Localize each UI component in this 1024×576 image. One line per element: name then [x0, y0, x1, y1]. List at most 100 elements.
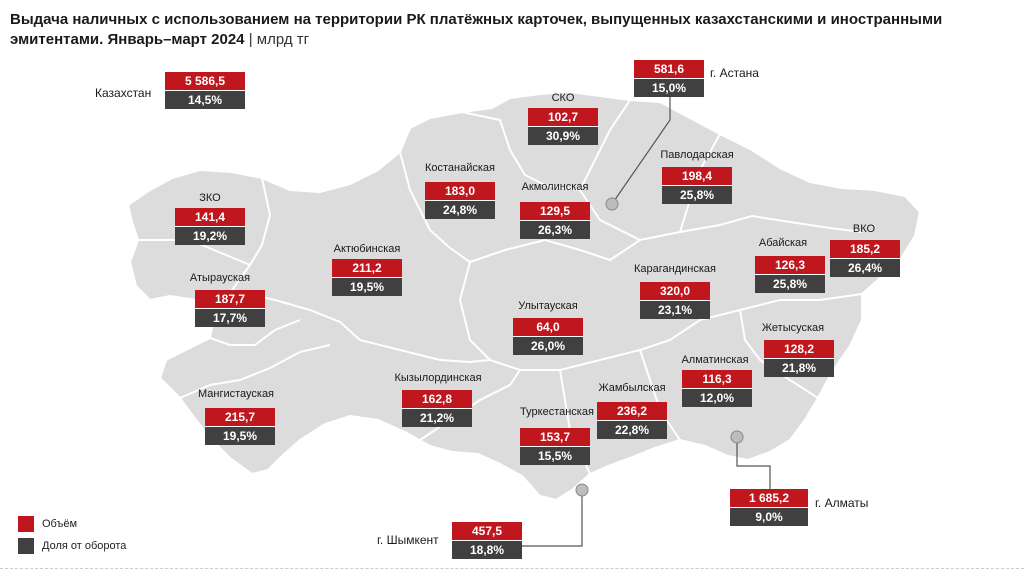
region-share-zko: 19,2%	[175, 227, 245, 245]
region-box-abay: 126,3 25,8%	[755, 256, 825, 293]
region-share-pavlodar: 25,8%	[662, 186, 732, 204]
region-share-turkestan: 15,5%	[520, 447, 590, 465]
region-box-zhambyl: 236,2 22,8%	[597, 402, 667, 439]
region-share-almaty-region: 12,0%	[682, 389, 752, 407]
bottom-divider	[0, 568, 1024, 569]
legend-swatch-volume	[18, 516, 34, 532]
region-box-sko: 102,7 30,9%	[528, 108, 598, 145]
city-box-shymkent: 457,5 18,8%	[452, 522, 522, 559]
region-box-karaganda: 320,0 23,1%	[640, 282, 710, 319]
region-label-turkestan: Туркестанская	[520, 406, 594, 418]
legend-label-share: Доля от оборота	[42, 540, 127, 552]
region-label-zko: ЗКО	[199, 192, 221, 204]
region-label-ulytau: Улытауская	[518, 300, 578, 312]
region-volume-mangystau: 215,7	[205, 408, 275, 427]
region-share-sko: 30,9%	[528, 127, 598, 145]
legend: Объём Доля от оборота	[18, 516, 126, 560]
city-volume-shymkent: 457,5	[452, 522, 522, 541]
region-box-mangystau: 215,7 19,5%	[205, 408, 275, 445]
region-box-aktobe: 211,2 19,5%	[332, 259, 402, 296]
region-volume-almaty-region: 116,3	[682, 370, 752, 389]
region-volume-kostanay: 183,0	[425, 182, 495, 201]
region-label-aktobe: Актюбинская	[333, 243, 401, 255]
region-share-zhetysu: 21,8%	[764, 359, 834, 377]
region-share-zhambyl: 22,8%	[597, 421, 667, 439]
region-box-turkestan: 153,7 15,5%	[520, 428, 590, 465]
region-label-mangystau: Мангистауская	[197, 388, 275, 400]
region-volume-aktobe: 211,2	[332, 259, 402, 278]
title-main: Выдача наличных с использованием на терр…	[10, 11, 943, 48]
region-volume-ulytau: 64,0	[513, 318, 583, 337]
region-label-karaganda: Карагандинская	[634, 263, 716, 275]
almaty-marker	[730, 430, 744, 444]
region-volume-atyrau: 187,7	[195, 290, 265, 309]
legend-label-volume: Объём	[42, 518, 78, 530]
region-volume-akmola: 129,5	[520, 202, 590, 221]
region-share-akmola: 26,3%	[520, 221, 590, 239]
legend-item-volume: Объём	[18, 516, 126, 532]
region-volume-vko: 185,2	[830, 240, 900, 259]
region-box-zhetysu: 128,2 21,8%	[764, 340, 834, 377]
region-label-zhetysu: Жетысуская	[761, 322, 825, 334]
city-share-almaty: 9,0%	[730, 508, 808, 526]
region-share-karaganda: 23,1%	[640, 301, 710, 319]
kazakhstan-value-box: 5 586,5 14,5%	[165, 72, 245, 109]
region-volume-zko: 141,4	[175, 208, 245, 227]
region-box-akmola: 129,5 26,3%	[520, 202, 590, 239]
region-box-kostanay: 183,0 24,8%	[425, 182, 495, 219]
region-volume-karaganda: 320,0	[640, 282, 710, 301]
region-box-kyzylorda: 162,8 21,2%	[402, 390, 472, 427]
region-volume-pavlodar: 198,4	[662, 167, 732, 186]
region-share-aktobe: 19,5%	[332, 278, 402, 296]
region-label-kostanay: Костанайская	[424, 162, 496, 174]
region-label-zhambyl: Жамбылская	[598, 382, 666, 394]
kazakhstan-label: Казахстан	[95, 86, 152, 100]
region-volume-turkestan: 153,7	[520, 428, 590, 447]
region-share-kyzylorda: 21,2%	[402, 409, 472, 427]
kazakhstan-volume: 5 586,5	[165, 72, 245, 91]
region-share-ulytau: 26,0%	[513, 337, 583, 355]
region-box-atyrau: 187,7 17,7%	[195, 290, 265, 327]
region-label-almaty-region: Алматинская	[681, 354, 749, 366]
city-share-shymkent: 18,8%	[452, 541, 522, 559]
title-unit: млрд тг	[256, 31, 310, 48]
city-label-shymkent: г. Шымкент	[377, 533, 439, 547]
region-volume-kyzylorda: 162,8	[402, 390, 472, 409]
city-volume-astana: 581,6	[634, 60, 704, 79]
astana-marker	[605, 197, 619, 211]
city-volume-almaty: 1 685,2	[730, 489, 808, 508]
shymkent-marker	[575, 483, 589, 497]
region-share-atyrau: 17,7%	[195, 309, 265, 327]
region-box-pavlodar: 198,4 25,8%	[662, 167, 732, 204]
region-box-zko: 141,4 19,2%	[175, 208, 245, 245]
city-label-almaty: г. Алматы	[815, 496, 869, 510]
region-share-mangystau: 19,5%	[205, 427, 275, 445]
city-markers	[488, 96, 771, 547]
city-label-astana: г. Астана	[710, 66, 759, 80]
region-label-atyrau: Атырауская	[189, 272, 251, 284]
region-label-vko: ВКО	[852, 223, 876, 235]
region-box-vko: 185,2 26,4%	[830, 240, 900, 277]
region-label-kyzylorda: Кызылординская	[394, 372, 482, 384]
region-share-abay: 25,8%	[755, 275, 825, 293]
region-label-sko: СКО	[551, 92, 575, 104]
region-volume-sko: 102,7	[528, 108, 598, 127]
city-share-astana: 15,0%	[634, 79, 704, 97]
region-share-vko: 26,4%	[830, 259, 900, 277]
region-volume-abay: 126,3	[755, 256, 825, 275]
city-box-astana: 581,6 15,0%	[634, 60, 704, 97]
region-volume-zhambyl: 236,2	[597, 402, 667, 421]
title-separator: |	[248, 31, 253, 48]
region-box-almaty-region: 116,3 12,0%	[682, 370, 752, 407]
region-volume-zhetysu: 128,2	[764, 340, 834, 359]
kazakhstan-share: 14,5%	[165, 91, 245, 109]
chart-title: Выдача наличных с использованием на терр…	[10, 10, 970, 50]
region-label-pavlodar: Павлодарская	[660, 149, 734, 161]
region-box-ulytau: 64,0 26,0%	[513, 318, 583, 355]
legend-item-share: Доля от оборота	[18, 538, 126, 554]
legend-swatch-share	[18, 538, 34, 554]
region-label-akmola: Акмолинская	[521, 181, 589, 193]
almaty-leader-line	[736, 437, 771, 490]
city-box-almaty: 1 685,2 9,0%	[730, 489, 808, 526]
